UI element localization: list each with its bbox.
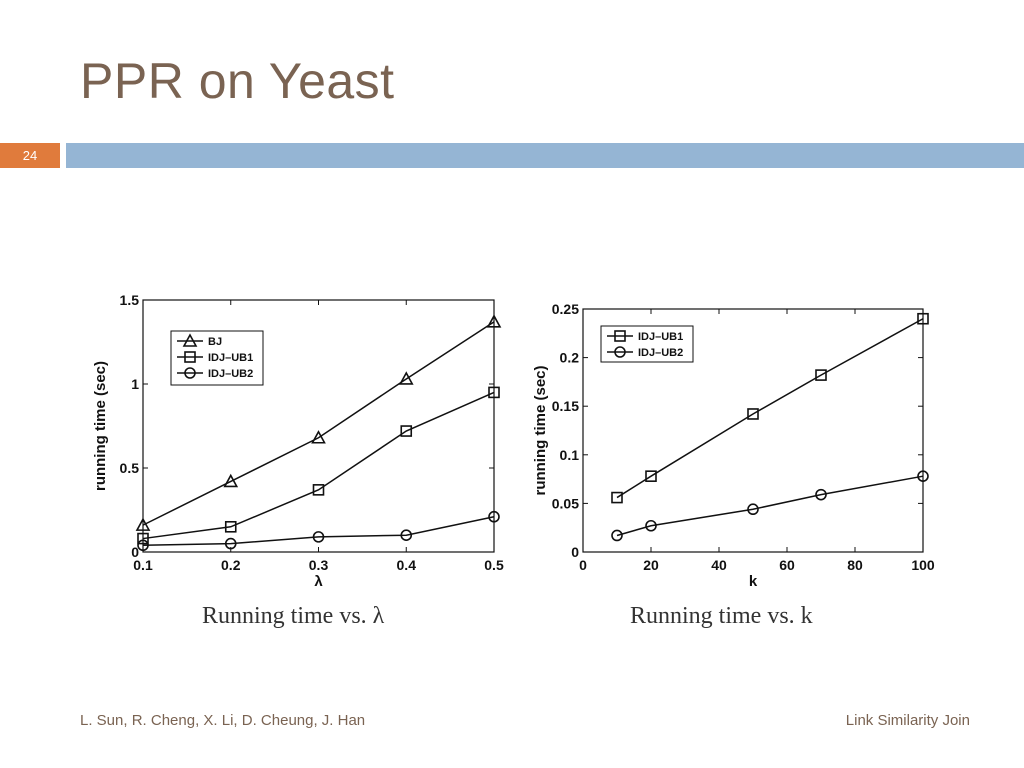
legend-label-2: IDJ–UB2	[208, 368, 253, 380]
x-tick-label: 0.5	[484, 557, 504, 573]
x-tick-label: 40	[711, 557, 727, 573]
legend-label-0: IDJ–UB1	[638, 331, 683, 343]
series-line-0	[616, 318, 924, 499]
header-bar	[66, 143, 1024, 168]
data-point-2-0	[137, 539, 149, 552]
slide-number: 24	[0, 143, 60, 168]
data-point-1-4	[917, 470, 929, 482]
y-tick-label: 1.5	[120, 292, 140, 308]
series-line-1	[142, 391, 495, 540]
footer-topic: Link Similarity Join	[845, 712, 970, 729]
x-tick-label: 0.3	[309, 557, 329, 573]
legend-marker-2	[184, 367, 196, 379]
legend-marker-0	[182, 333, 198, 347]
x-axis-label: k	[749, 573, 758, 590]
data-point-1-1	[224, 520, 237, 533]
x-tick-label: 60	[779, 557, 795, 573]
data-point-1-0	[611, 529, 623, 542]
y-tick-label: 0.05	[552, 495, 579, 511]
data-point-1-3	[815, 488, 827, 501]
data-point-0-4	[917, 312, 929, 325]
data-point-2-2	[312, 531, 325, 543]
data-point-2-4	[488, 510, 500, 523]
y-tick-label: 0	[131, 544, 139, 560]
legend-label-0: BJ	[208, 336, 222, 348]
x-tick-label: 0.1	[133, 557, 153, 573]
y-tick-label: 0.1	[560, 447, 580, 463]
data-point-2-3	[400, 529, 413, 542]
legend-marker-0	[614, 330, 626, 342]
data-point-0-3	[815, 369, 827, 381]
data-point-1-2	[312, 484, 325, 496]
y-axis-label: running time (sec)	[92, 361, 109, 491]
data-point-1-0	[137, 532, 149, 545]
legend-marker-1	[614, 346, 626, 358]
y-tick-label: 0.15	[552, 398, 579, 414]
y-tick-label: 0.2	[560, 350, 580, 366]
data-point-0-2	[311, 430, 326, 444]
x-tick-label: 0.4	[397, 557, 417, 573]
data-point-0-3	[398, 371, 414, 385]
data-point-0-0	[135, 517, 151, 531]
y-tick-label: 1	[131, 376, 139, 392]
y-tick-label: 0.25	[552, 301, 579, 317]
y-tick-label: 0.5	[120, 460, 140, 476]
data-point-1-2	[747, 503, 759, 516]
slide-title: PPR on Yeast	[80, 53, 395, 109]
data-point-0-0	[611, 491, 623, 504]
footer-authors: L. Sun, R. Cheng, X. Li, D. Cheung, J. H…	[80, 712, 366, 729]
data-point-1-3	[400, 425, 413, 437]
x-tick-label: 20	[643, 557, 659, 573]
caption-lambda: Running time vs. λ	[202, 603, 385, 629]
series-line-1	[616, 475, 924, 537]
legend-marker-1	[184, 351, 196, 363]
data-point-0-2	[747, 408, 759, 420]
y-axis-label: running time (sec)	[532, 365, 549, 495]
x-tick-label: 0.2	[221, 557, 241, 573]
x-tick-label: 80	[847, 557, 863, 573]
data-point-1-1	[645, 519, 657, 532]
data-point-2-1	[224, 537, 237, 550]
data-point-1-4	[488, 386, 500, 399]
legend-label-1: IDJ–UB1	[208, 352, 253, 364]
caption-k: Running time vs. k	[630, 603, 813, 629]
x-axis-label: λ	[314, 573, 323, 590]
data-point-0-1	[645, 470, 657, 482]
data-point-0-1	[223, 473, 239, 488]
series-line-0	[142, 321, 495, 526]
legend-label-1: IDJ–UB2	[638, 347, 683, 359]
x-tick-label: 0	[579, 557, 587, 573]
series-line-2	[142, 515, 495, 547]
data-point-0-4	[486, 314, 502, 328]
x-tick-label: 100	[911, 557, 935, 573]
y-tick-label: 0	[571, 544, 579, 560]
